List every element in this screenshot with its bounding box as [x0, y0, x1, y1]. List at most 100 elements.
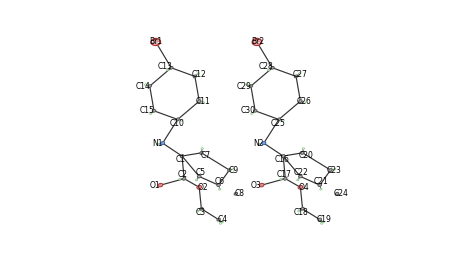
Text: C3: C3 [195, 208, 205, 217]
Ellipse shape [181, 120, 183, 121]
Ellipse shape [249, 85, 253, 87]
Ellipse shape [280, 178, 282, 180]
Ellipse shape [277, 118, 281, 121]
Text: C22: C22 [294, 168, 309, 177]
Text: O2: O2 [198, 183, 209, 192]
Ellipse shape [217, 218, 220, 221]
Text: C24: C24 [333, 189, 348, 198]
Ellipse shape [197, 210, 199, 212]
Ellipse shape [254, 109, 257, 112]
Text: C17: C17 [277, 170, 292, 179]
Ellipse shape [219, 188, 221, 190]
Text: O4: O4 [299, 183, 310, 192]
Text: C4: C4 [218, 215, 228, 224]
Ellipse shape [258, 143, 261, 145]
Ellipse shape [284, 177, 287, 180]
Text: C21: C21 [313, 177, 328, 186]
Ellipse shape [267, 69, 270, 71]
Ellipse shape [298, 185, 303, 189]
Ellipse shape [271, 67, 274, 69]
Ellipse shape [301, 151, 304, 154]
Ellipse shape [158, 183, 163, 187]
Text: C8: C8 [235, 189, 245, 198]
Ellipse shape [152, 109, 156, 112]
Text: C14: C14 [136, 82, 150, 90]
Text: C29: C29 [237, 82, 251, 90]
Text: C26: C26 [297, 97, 312, 106]
Ellipse shape [195, 179, 198, 181]
Ellipse shape [197, 175, 201, 178]
Text: N2: N2 [253, 139, 264, 148]
Ellipse shape [161, 142, 164, 145]
Ellipse shape [219, 223, 222, 224]
Ellipse shape [193, 75, 197, 78]
Ellipse shape [228, 168, 231, 172]
Ellipse shape [202, 102, 204, 103]
Ellipse shape [197, 185, 201, 189]
Text: C6: C6 [215, 177, 225, 186]
Ellipse shape [282, 120, 284, 121]
Ellipse shape [299, 186, 301, 188]
Text: C30: C30 [241, 106, 256, 115]
Ellipse shape [179, 178, 181, 180]
Text: C7: C7 [200, 151, 210, 160]
Text: C16: C16 [274, 155, 290, 164]
Ellipse shape [261, 184, 263, 186]
Text: C18: C18 [294, 208, 309, 217]
Text: C27: C27 [292, 70, 308, 79]
Ellipse shape [159, 184, 162, 186]
Ellipse shape [262, 142, 266, 145]
Text: C2: C2 [178, 170, 188, 179]
Text: C25: C25 [270, 119, 285, 128]
Text: C11: C11 [196, 97, 210, 106]
Ellipse shape [298, 73, 301, 74]
Ellipse shape [162, 142, 164, 144]
Ellipse shape [232, 168, 235, 170]
Text: C10: C10 [169, 119, 184, 128]
Text: C15: C15 [140, 106, 155, 115]
Text: C28: C28 [259, 62, 273, 71]
Ellipse shape [221, 221, 223, 223]
Ellipse shape [294, 75, 298, 78]
Ellipse shape [151, 38, 161, 45]
Text: C9: C9 [228, 166, 238, 174]
Ellipse shape [201, 148, 203, 149]
Ellipse shape [170, 67, 173, 69]
Ellipse shape [145, 84, 147, 86]
Ellipse shape [254, 40, 260, 44]
Text: N1: N1 [152, 139, 163, 148]
Ellipse shape [198, 186, 201, 188]
Text: C23: C23 [327, 166, 342, 174]
Ellipse shape [318, 184, 321, 186]
Text: C12: C12 [191, 70, 206, 79]
Ellipse shape [153, 40, 159, 44]
Ellipse shape [322, 221, 325, 223]
Ellipse shape [217, 184, 220, 186]
Ellipse shape [329, 168, 332, 172]
Ellipse shape [150, 113, 152, 114]
Ellipse shape [334, 168, 336, 170]
Ellipse shape [259, 183, 264, 187]
Ellipse shape [200, 207, 203, 210]
Ellipse shape [303, 102, 306, 103]
Ellipse shape [299, 100, 302, 103]
Ellipse shape [246, 84, 248, 86]
Ellipse shape [302, 148, 304, 149]
Text: C20: C20 [299, 151, 314, 160]
Ellipse shape [297, 179, 299, 181]
Ellipse shape [320, 223, 323, 224]
Ellipse shape [166, 69, 169, 71]
Ellipse shape [234, 192, 237, 195]
Text: C1: C1 [176, 155, 186, 164]
Ellipse shape [335, 192, 339, 195]
Ellipse shape [182, 177, 186, 180]
Ellipse shape [251, 113, 253, 114]
Ellipse shape [148, 85, 152, 87]
Ellipse shape [252, 38, 262, 45]
Text: C19: C19 [316, 215, 331, 224]
Text: O1: O1 [150, 181, 160, 190]
Ellipse shape [320, 188, 322, 190]
Ellipse shape [198, 100, 201, 103]
Ellipse shape [200, 151, 203, 154]
Ellipse shape [197, 73, 200, 74]
